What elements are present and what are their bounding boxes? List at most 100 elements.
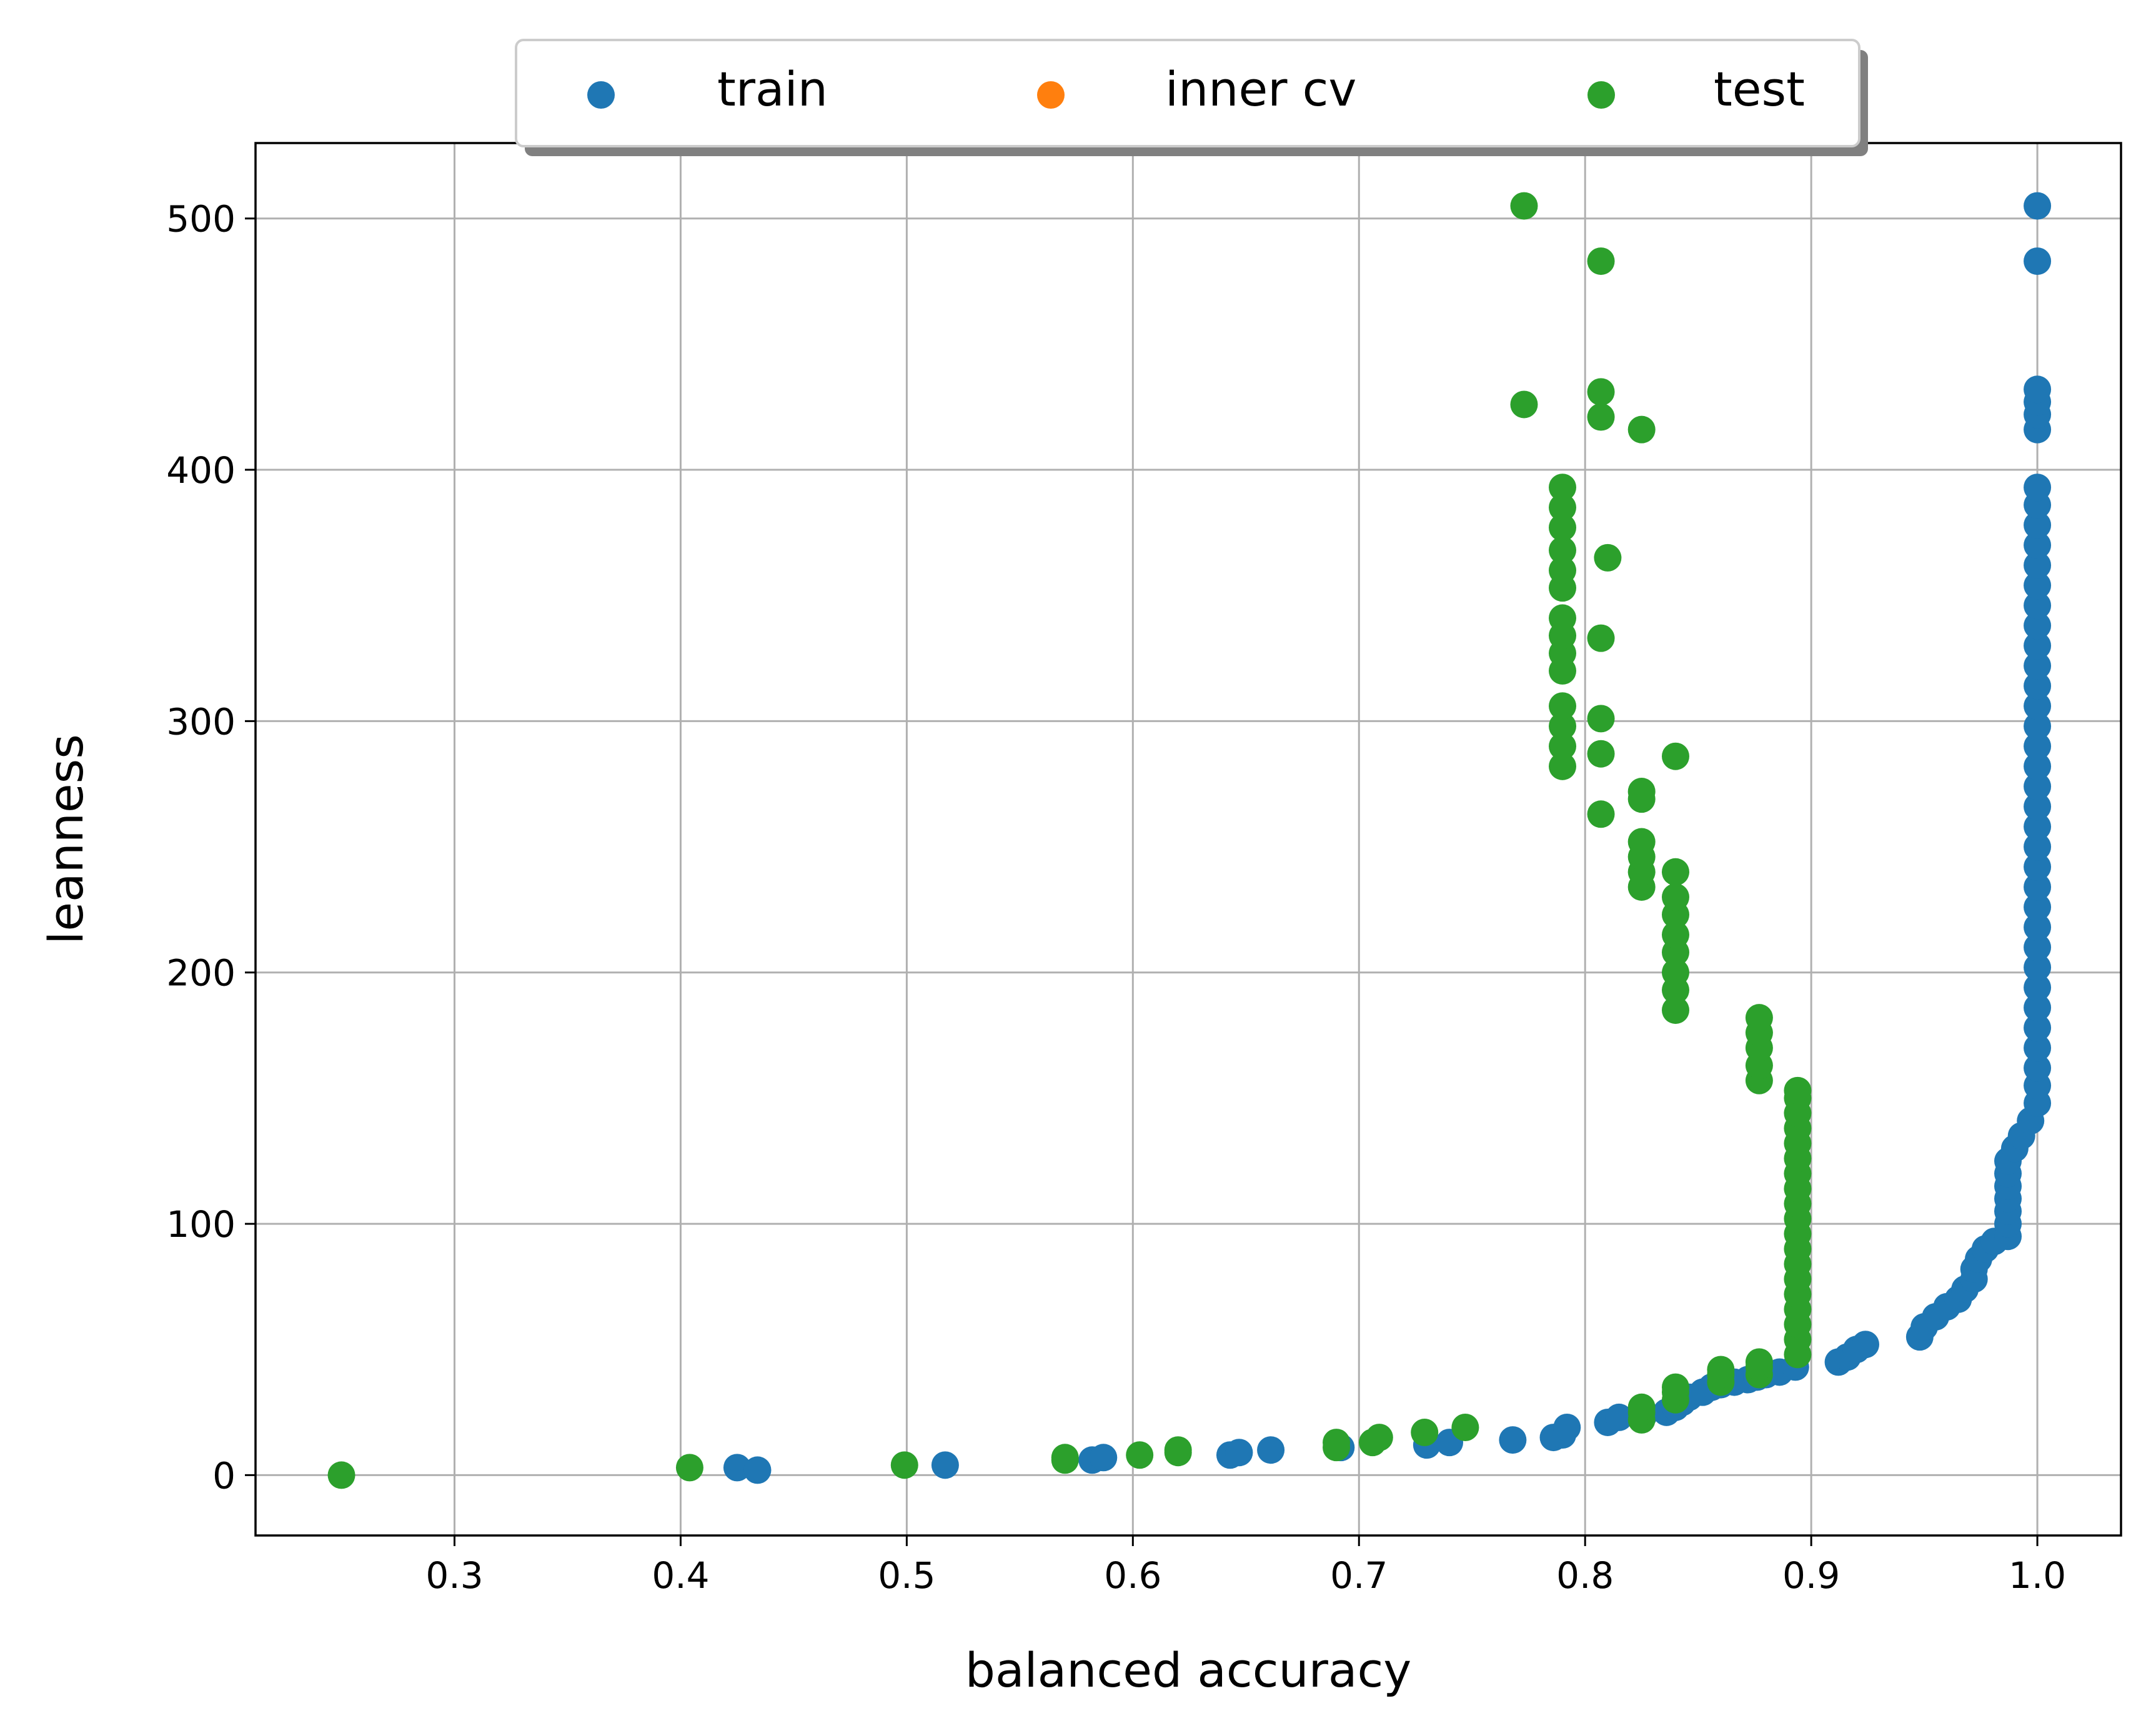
y-axis-label: leanness [38, 734, 94, 945]
point-train [2024, 192, 2052, 220]
point-train [2024, 773, 2052, 801]
point-test [327, 1461, 355, 1489]
point-test [1661, 858, 1689, 886]
point-train [1605, 1403, 1633, 1431]
data-points [327, 192, 2052, 1489]
point-train [2024, 913, 2052, 941]
point-train [2024, 973, 2052, 1001]
point-train [2024, 873, 2052, 901]
x-tick-label: 1.0 [2009, 1554, 2066, 1597]
x-tick-label: 0.7 [1330, 1554, 1388, 1597]
y-tick-label: 100 [166, 1203, 236, 1246]
point-test [1549, 494, 1577, 522]
point-train [2024, 612, 2052, 640]
point-train [2024, 1034, 2052, 1062]
point-test [1549, 513, 1577, 542]
point-train [743, 1456, 772, 1484]
point-train [1499, 1426, 1527, 1454]
point-test [1587, 740, 1615, 768]
legend-marker-inner-cv [1037, 81, 1065, 109]
point-test [1510, 390, 1538, 419]
legend-box [515, 39, 1860, 147]
point-test [1549, 752, 1577, 780]
point-train [2024, 933, 2052, 961]
legend-label-test: test [1714, 61, 1805, 117]
point-train [2024, 853, 2052, 881]
point-test [1587, 247, 1615, 275]
point-test [1627, 415, 1656, 444]
x-axis-label: balanced accuracy [965, 1642, 1412, 1698]
point-test [1661, 883, 1689, 911]
point-test [1587, 403, 1615, 431]
legend-label-inner-cv: inner cv [1165, 61, 1356, 117]
point-test [1661, 921, 1689, 949]
point-test [1594, 543, 1622, 572]
point-test [1661, 958, 1689, 986]
x-tick-label: 0.5 [878, 1554, 935, 1597]
point-test [1323, 1429, 1351, 1457]
point-test [1707, 1356, 1735, 1384]
point-test [1164, 1436, 1192, 1464]
point-test [1587, 624, 1615, 652]
point-train [2024, 953, 2052, 981]
point-test [1661, 1373, 1689, 1401]
point-train [2024, 551, 2052, 579]
point-test [1411, 1419, 1439, 1447]
point-train [2024, 672, 2052, 700]
point-train [2024, 994, 2052, 1022]
axis-ticks: 0.3 0.4 0.5 0.6 0.7 0.8 0.9 1.0 0 100 200 300 400 500 [166, 198, 2066, 1597]
point-train [723, 1454, 751, 1482]
point-test [1627, 1393, 1656, 1421]
point-test [1549, 536, 1577, 564]
point-test [1549, 732, 1577, 760]
point-train [2024, 813, 2052, 841]
point-train [1257, 1436, 1285, 1464]
point-train [2024, 692, 2052, 720]
point-test [1365, 1424, 1393, 1452]
point-test [1549, 692, 1577, 720]
point-test [1549, 556, 1577, 584]
point-test [1549, 712, 1577, 740]
point-train [2024, 712, 2052, 740]
point-test [1051, 1444, 1079, 1472]
point-test [1745, 1004, 1773, 1032]
point-test [1587, 705, 1615, 733]
y-tick-label: 300 [166, 700, 236, 743]
point-test [1745, 1348, 1773, 1376]
point-train [1852, 1331, 1880, 1359]
point-test [1587, 800, 1615, 828]
y-tick-label: 200 [166, 952, 236, 994]
point-train [2024, 752, 2052, 780]
point-train [2024, 1014, 2052, 1042]
point-test [1784, 1076, 1812, 1104]
point-train [931, 1451, 959, 1479]
point-train [1225, 1439, 1253, 1467]
point-test [890, 1451, 918, 1479]
legend-marker-test [1587, 81, 1615, 109]
legend-marker-train [587, 81, 615, 109]
legend-label-train: train [717, 61, 828, 117]
point-train [2024, 592, 2052, 620]
y-tick-label: 400 [166, 449, 236, 492]
point-train [1553, 1413, 1581, 1441]
legend-items: train inner cv test [587, 61, 1805, 117]
point-test [1451, 1413, 1479, 1441]
point-train [2024, 375, 2052, 404]
point-train [2024, 511, 2052, 539]
legend: train inner cv test [515, 39, 1868, 156]
y-tick-label: 0 [212, 1454, 236, 1497]
x-tick-label: 0.4 [652, 1554, 709, 1597]
point-train [2024, 247, 2052, 275]
point-test [1661, 996, 1689, 1024]
point-test [1126, 1441, 1154, 1469]
point-test [1549, 474, 1577, 502]
point-train [2024, 632, 2052, 660]
point-test [1549, 604, 1577, 632]
point-train [2024, 474, 2052, 502]
point-train [2024, 732, 2052, 760]
point-train [2024, 833, 2052, 861]
x-tick-label: 0.6 [1104, 1554, 1161, 1597]
point-test [1627, 778, 1656, 806]
x-tick-label: 0.8 [1556, 1554, 1614, 1597]
